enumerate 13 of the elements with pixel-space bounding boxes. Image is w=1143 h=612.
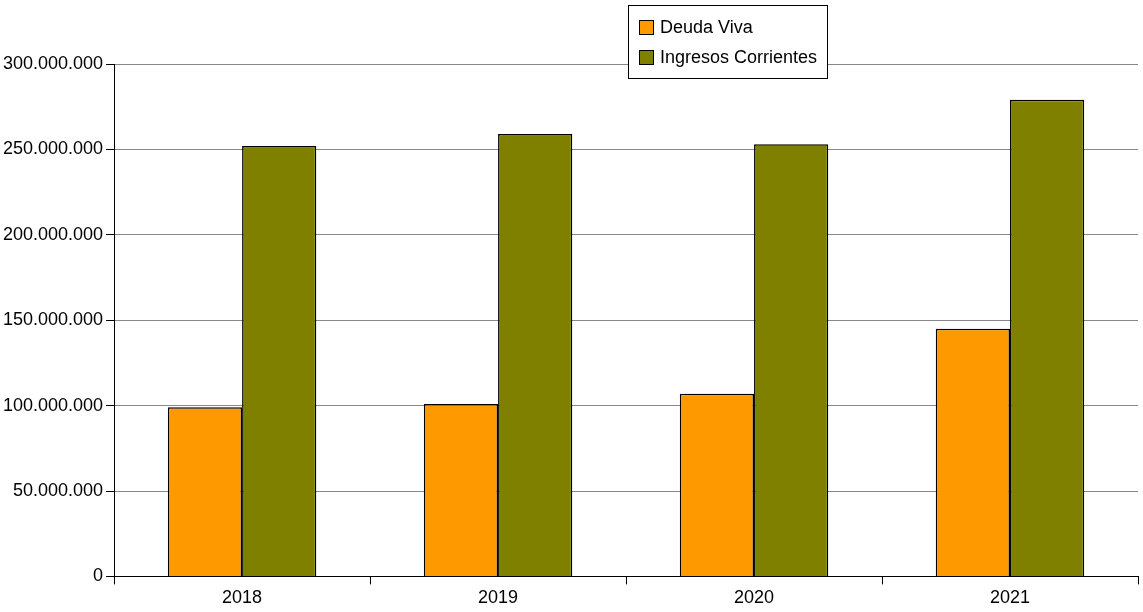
y-tick-label: 250.000.000	[2, 138, 104, 159]
y-tick-label: 150.000.000	[2, 309, 104, 330]
y-tick-label: 200.000.000	[2, 223, 104, 244]
x-tick-label: 2018	[222, 587, 263, 608]
legend-label: Ingresos Corrientes	[660, 46, 818, 69]
legend-label: Deuda Viva	[660, 16, 753, 39]
y-tick-label: 0	[93, 565, 104, 586]
y-tick-label: 300.000.000	[2, 52, 104, 73]
x-tick-label: 2020	[734, 587, 775, 608]
y-tick-label: 100.000.000	[2, 394, 104, 415]
x-tick-label: 2019	[478, 587, 519, 608]
x-tick-label: 2021	[989, 587, 1031, 608]
y-tick-label: 50.000.000	[13, 479, 104, 500]
